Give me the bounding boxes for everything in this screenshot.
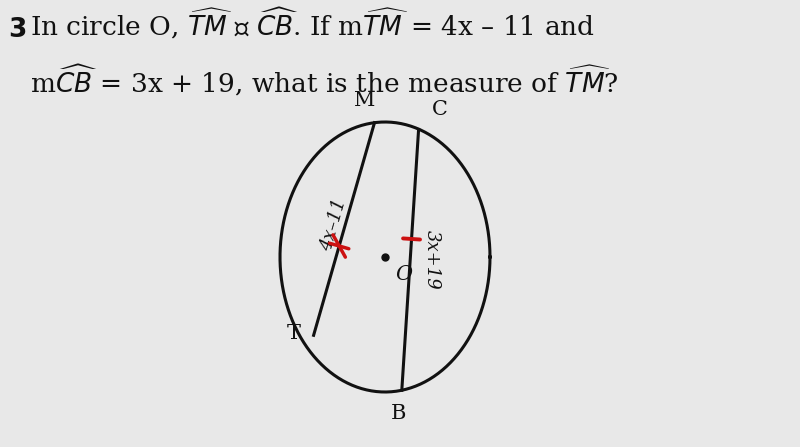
Text: 4x–11: 4x–11 (318, 196, 350, 253)
Text: T: T (286, 324, 301, 343)
Text: In circle O, $\widehat{TM}$ ≅ $\widehat{CB}$. If m$\widehat{TM}$ = 4x – 11 and: In circle O, $\widehat{TM}$ ≅ $\widehat{… (30, 5, 595, 41)
Text: 3: 3 (8, 17, 26, 43)
Text: C: C (432, 101, 447, 119)
Text: O: O (395, 265, 412, 284)
Text: B: B (391, 404, 406, 423)
Text: M: M (354, 91, 375, 110)
Text: 3x+19: 3x+19 (423, 230, 442, 290)
Text: m$\widehat{CB}$ = 3x + 19, what is the measure of $\widehat{TM}$?: m$\widehat{CB}$ = 3x + 19, what is the m… (30, 62, 618, 98)
